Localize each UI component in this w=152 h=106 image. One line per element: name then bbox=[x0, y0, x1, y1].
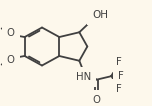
Text: O: O bbox=[7, 28, 15, 38]
Text: OH: OH bbox=[92, 10, 108, 20]
Text: HN: HN bbox=[76, 72, 91, 82]
Text: O: O bbox=[7, 55, 15, 65]
Text: F: F bbox=[116, 84, 122, 94]
Text: F: F bbox=[118, 71, 124, 81]
Text: O: O bbox=[92, 95, 100, 105]
Text: F: F bbox=[116, 57, 122, 67]
